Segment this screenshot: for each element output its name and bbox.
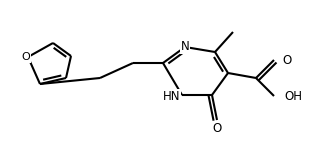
Text: O: O <box>282 54 291 66</box>
Text: HN: HN <box>163 90 180 102</box>
Text: OH: OH <box>284 90 302 102</box>
Text: O: O <box>22 52 30 62</box>
Text: O: O <box>213 122 222 135</box>
Text: N: N <box>181 40 189 54</box>
